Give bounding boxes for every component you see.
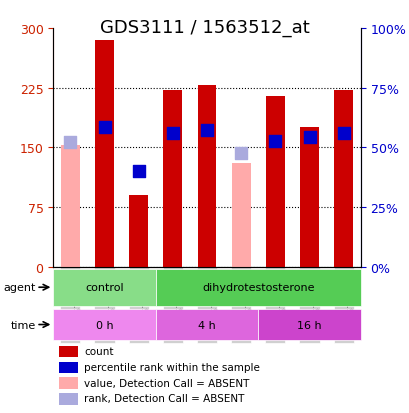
FancyBboxPatch shape	[162, 267, 182, 343]
Text: GSM190814: GSM190814	[275, 281, 284, 336]
Text: GSM190813: GSM190813	[173, 281, 182, 336]
Bar	[129, 196, 148, 267]
Bar	[59, 377, 78, 389]
Text: GSM190812: GSM190812	[70, 281, 79, 336]
Text: time: time	[11, 320, 36, 330]
Text: control: control	[85, 282, 124, 292]
Text: 16 h: 16 h	[297, 320, 321, 330]
Text: GSM190815: GSM190815	[104, 281, 113, 336]
FancyBboxPatch shape	[53, 269, 155, 306]
Bar	[299, 128, 318, 267]
Text: GSM190820: GSM190820	[343, 281, 352, 336]
Point	[237, 150, 244, 157]
Point	[135, 169, 142, 175]
Bar	[333, 91, 352, 267]
Bar	[59, 346, 78, 357]
Point	[339, 131, 346, 137]
Bar	[231, 164, 250, 267]
Text: 4 h: 4 h	[198, 320, 216, 330]
FancyBboxPatch shape	[333, 267, 353, 343]
Text: 0 h: 0 h	[96, 320, 113, 330]
FancyBboxPatch shape	[265, 267, 285, 343]
Text: agent: agent	[4, 282, 36, 292]
Bar	[163, 91, 182, 267]
Point	[272, 138, 278, 145]
Text: GSM190819: GSM190819	[240, 281, 249, 336]
FancyBboxPatch shape	[196, 267, 217, 343]
FancyBboxPatch shape	[94, 267, 115, 343]
Text: percentile rank within the sample: percentile rank within the sample	[84, 362, 259, 372]
Bar	[61, 146, 80, 267]
FancyBboxPatch shape	[128, 267, 148, 343]
Bar	[59, 362, 78, 373]
Text: value, Detection Call = ABSENT: value, Detection Call = ABSENT	[84, 377, 249, 387]
FancyBboxPatch shape	[258, 310, 360, 340]
FancyBboxPatch shape	[53, 310, 155, 340]
Point	[306, 134, 312, 141]
Text: dihydrotestosterone: dihydrotestosterone	[202, 282, 314, 292]
Text: count: count	[84, 346, 113, 356]
Bar	[265, 96, 284, 267]
Point	[101, 125, 108, 131]
Text: GSM190816: GSM190816	[207, 281, 216, 336]
FancyBboxPatch shape	[299, 267, 319, 343]
Text: GDS3111 / 1563512_at: GDS3111 / 1563512_at	[100, 19, 309, 36]
Text: GSM190817: GSM190817	[309, 281, 318, 336]
Bar	[95, 41, 114, 267]
FancyBboxPatch shape	[60, 267, 80, 343]
FancyBboxPatch shape	[231, 267, 251, 343]
Point	[169, 131, 176, 137]
FancyBboxPatch shape	[155, 310, 258, 340]
FancyBboxPatch shape	[155, 269, 360, 306]
Bar	[197, 86, 216, 267]
Text: rank, Detection Call = ABSENT: rank, Detection Call = ABSENT	[84, 394, 244, 404]
Point	[67, 139, 74, 146]
Point	[203, 127, 210, 134]
Bar	[59, 393, 78, 405]
Text: GSM190818: GSM190818	[138, 281, 147, 336]
